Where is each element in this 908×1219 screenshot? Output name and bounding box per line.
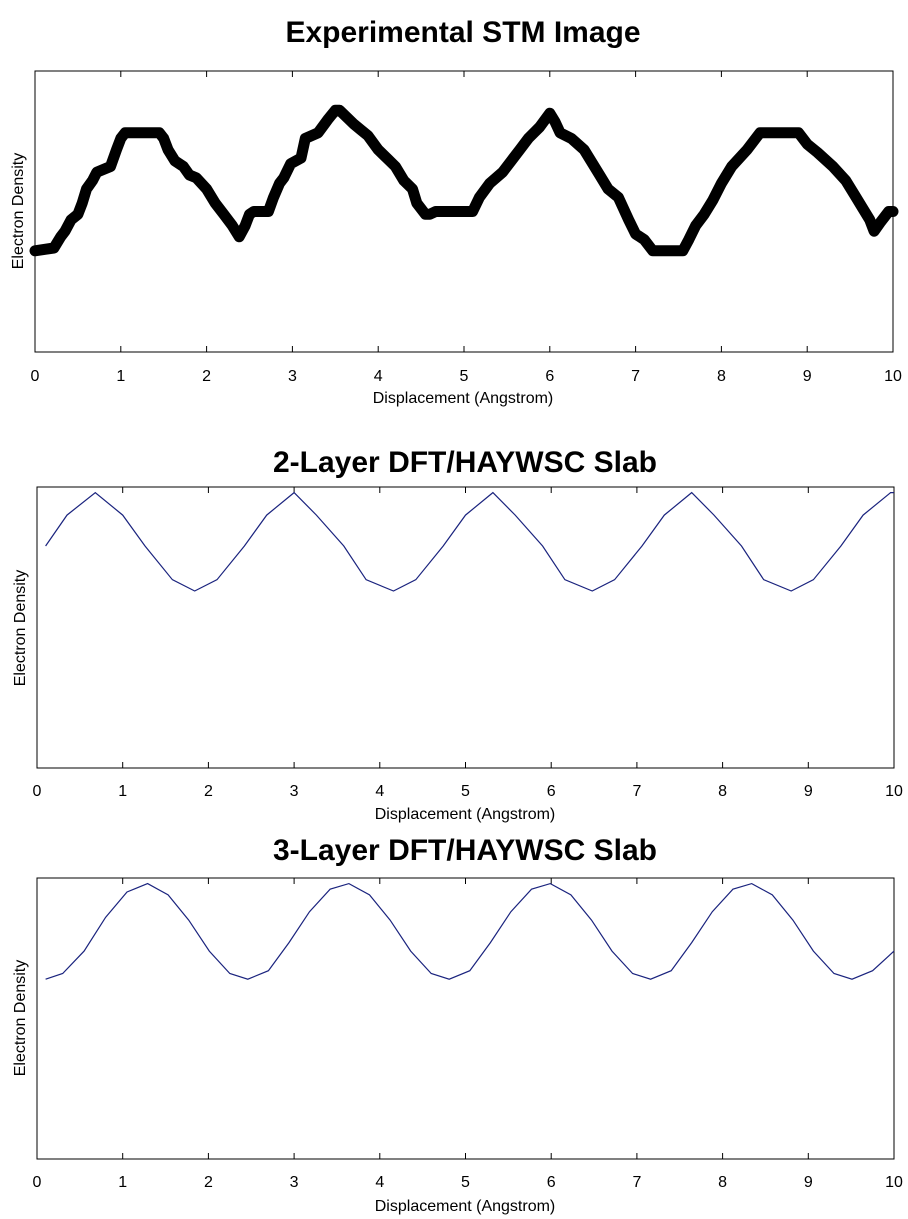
- x-tick-label: 3: [290, 783, 299, 800]
- x-ticks: [36, 487, 895, 768]
- x-tick-label: 9: [804, 1174, 813, 1191]
- series-line: [29, 104, 899, 257]
- series-line: [45, 882, 895, 980]
- x-tick-label: 5: [460, 368, 469, 385]
- y-axis-label: Electron Density: [12, 960, 29, 1077]
- panel-2-layer-dft: 2-Layer DFT/HAYWSC Slab 0 1 2 3 4 5 6 7 8 9 10 Dis…: [12, 446, 903, 823]
- series-line: [45, 491, 894, 592]
- plot-frame: [36, 486, 895, 769]
- x-tick-label: 2: [204, 1174, 213, 1191]
- x-tick-label: 10: [885, 1174, 903, 1191]
- x-tick-labels: 0 1 2 3 4 5 6 7 8 9 10: [33, 783, 903, 800]
- x-tick-label: 1: [118, 783, 127, 800]
- x-tick-label: 6: [547, 783, 556, 800]
- x-tick-label: 8: [717, 368, 726, 385]
- x-ticks: [34, 71, 894, 352]
- x-tick-label: 4: [374, 368, 383, 385]
- x-tick-label: 5: [461, 783, 470, 800]
- x-tick-label: 7: [631, 368, 640, 385]
- x-tick-label: 0: [33, 1174, 42, 1191]
- x-tick-label: 1: [118, 1174, 127, 1191]
- x-tick-label: 9: [803, 368, 812, 385]
- x-axis-label: Displacement (Angstrom): [375, 806, 556, 823]
- x-tick-labels: 0 1 2 3 4 5 6 7 8 9 10: [33, 1174, 903, 1191]
- x-tick-label: 6: [545, 368, 554, 385]
- chart-title: 3-Layer DFT/HAYWSC Slab: [273, 834, 657, 867]
- x-tick-label: 4: [375, 1174, 384, 1191]
- x-tick-label: 10: [884, 368, 902, 385]
- x-tick-label: 7: [632, 1174, 641, 1191]
- x-tick-label: 0: [31, 368, 40, 385]
- x-tick-label: 0: [33, 783, 42, 800]
- x-tick-label: 10: [885, 783, 903, 800]
- x-tick-label: 4: [375, 783, 384, 800]
- x-tick-label: 7: [632, 783, 641, 800]
- x-tick-label: 8: [718, 1174, 727, 1191]
- x-axis-label: Displacement (Angstrom): [373, 390, 554, 407]
- y-axis-label: Electron Density: [10, 153, 27, 270]
- x-axis-label: Displacement (Angstrom): [375, 1198, 556, 1215]
- x-tick-label: 9: [804, 783, 813, 800]
- panel-experimental-stm: Experimental STM Image 0 1 2 3 4 5 6 7 8 9 10 Disp…: [10, 16, 902, 407]
- chart-title: 2-Layer DFT/HAYWSC Slab: [273, 446, 657, 479]
- x-tick-label: 2: [202, 368, 211, 385]
- x-tick-label: 3: [288, 368, 297, 385]
- x-tick-label: 1: [116, 368, 125, 385]
- x-ticks: [36, 878, 895, 1159]
- x-tick-label: 2: [204, 783, 213, 800]
- panel-3-layer-dft: 3-Layer DFT/HAYWSC Slab 0 1 2 3 4 5 6 7 8 9 10 Dis…: [12, 834, 903, 1215]
- x-tick-labels: 0 1 2 3 4 5 6 7 8 9 10: [31, 368, 902, 385]
- x-tick-label: 8: [718, 783, 727, 800]
- x-tick-label: 3: [290, 1174, 299, 1191]
- plot-frame: [36, 877, 895, 1160]
- y-axis-label: Electron Density: [12, 570, 29, 687]
- x-tick-label: 5: [461, 1174, 470, 1191]
- chart-title: Experimental STM Image: [285, 16, 640, 49]
- x-tick-label: 6: [547, 1174, 556, 1191]
